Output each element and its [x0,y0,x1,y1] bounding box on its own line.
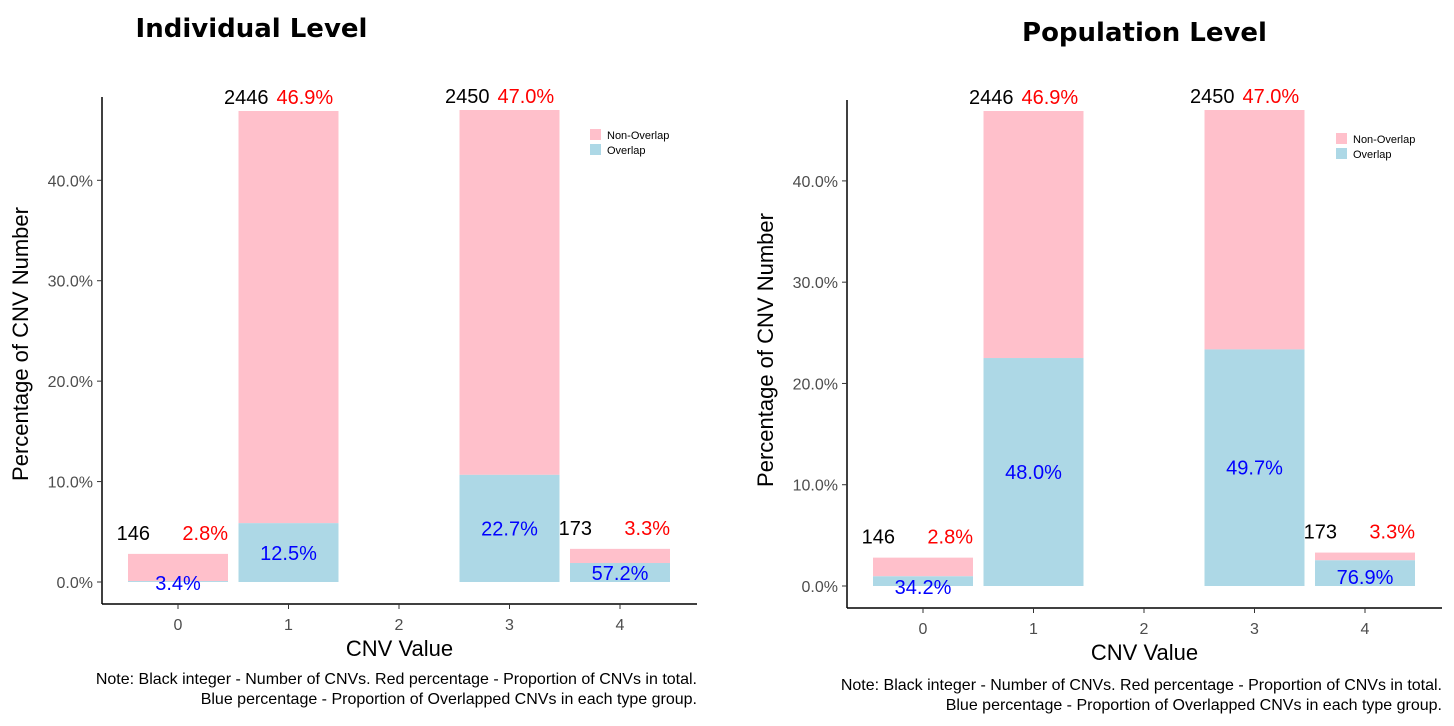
overlap-pct-label: 34.2% [895,577,952,599]
x-tick-label: 4 [616,617,625,634]
bar-overlap [1204,349,1305,586]
overlap-pct-label: 49.7% [1226,458,1283,480]
note-line-1: Note: Black integer - Number of CNVs. Re… [95,671,697,688]
legend-label-non-overlap: Non-Overlap [607,130,669,142]
note-line-1: Note: Black integer - Number of CNVs. Re… [840,677,1442,694]
overlap-pct-label: 57.2% [592,563,649,585]
x-tick-label: 0 [174,617,183,634]
bar-non-overlap [459,110,560,475]
x-tick-label: 2 [395,617,404,634]
bar-non-overlap [983,111,1084,359]
y-tick-label: 40.0% [48,173,93,190]
x-tick-label: 2 [1140,621,1149,638]
chart-title: Individual Level [135,14,368,44]
bar-non-overlap [1315,552,1415,561]
legend-label-non-overlap: Non-Overlap [1353,134,1415,146]
total-pct-label: 2.8% [927,527,973,549]
overlap-pct-label: 76.9% [1337,567,1394,589]
x-tick-label: 3 [1250,621,1259,638]
x-axis-label: CNV Value [346,636,453,661]
note-line-2: Blue percentage - Proportion of Overlapp… [945,697,1442,714]
bar-overlap [570,563,670,582]
legend-swatch-non-overlap [590,129,601,140]
count-label: 173 [559,518,592,540]
x-tick-label: 3 [505,617,514,634]
count-label: 2450 [445,86,490,108]
legend-label-overlap: Overlap [1353,149,1392,161]
x-tick-label: 4 [1361,621,1370,638]
bar-non-overlap [873,557,973,577]
bar-overlap [459,474,560,582]
y-axis-label: Percentage of CNV Number [753,213,778,487]
legend-label-overlap: Overlap [607,145,646,157]
count-label: 2446 [969,87,1014,109]
y-tick-label: 30.0% [793,275,838,292]
bar-overlap [238,523,339,582]
note-line-2: Blue percentage - Proportion of Overlapp… [200,691,697,708]
bar-overlap [873,576,973,586]
count-label: 146 [862,527,895,549]
y-tick-label: 40.0% [793,174,838,191]
total-pct-label: 47.0% [1243,86,1300,108]
total-pct-label: 3.3% [1369,522,1415,544]
y-tick-label: 10.0% [48,475,93,492]
count-label: 146 [117,523,150,545]
x-tick-label: 1 [1029,621,1038,638]
y-tick-label: 0.0% [57,575,93,592]
overlap-pct-label: 48.0% [1005,462,1062,484]
overlap-pct-label: 12.5% [260,543,317,565]
population-level-chart: 0.0% 10.0% 20.0% 30.0% 40.0% 0 1 2 3 4 CNV Value Pe… [753,86,1442,665]
legend-swatch-overlap [1336,148,1347,159]
y-tick-label: 10.0% [793,478,838,495]
bar-overlap [1315,560,1415,586]
overlap-pct-label: 3.4% [155,573,201,595]
chart-title: Population Level [1022,18,1267,48]
count-label: 2450 [1190,86,1235,108]
legend-swatch-non-overlap [1336,133,1347,144]
chart-note: Note: Black integer - Number of CNVs. Re… [96,670,697,710]
y-tick-label: 20.0% [793,376,838,393]
bar-overlap [983,358,1084,586]
population-level-panel: Population Level 0.0% 10.0% 20.0% 30.0% 40.0… [727,0,1454,726]
bar-overlap [128,581,228,582]
y-tick-label: 0.0% [802,579,838,596]
total-pct-label: 3.3% [624,518,670,540]
total-pct-label: 46.9% [1022,87,1079,109]
total-pct-label: 47.0% [498,86,555,108]
bar-non-overlap [128,553,228,582]
x-axis-label: CNV Value [1091,640,1198,665]
count-label: 173 [1304,522,1337,544]
legend-swatch-overlap [590,144,601,155]
total-pct-label: 46.9% [277,87,334,109]
y-tick-label: 30.0% [48,274,93,291]
overlap-pct-label: 22.7% [481,518,538,540]
individual-level-panel: Individual Level 0.0% 10.0% 20.0% 30.0% 40.0… [8,14,697,710]
total-pct-label: 2.8% [182,523,228,545]
count-label: 2446 [224,87,269,109]
y-axis-label: Percentage of CNV Number [8,207,33,481]
x-tick-label: 1 [284,617,293,634]
bar-non-overlap [570,548,670,564]
bar-non-overlap [238,111,339,524]
individual-level-chart: 0.0% 10.0% 20.0% 30.0% 40.0% 0 1 2 3 4 CNV Value Pe… [8,86,697,661]
chart-note: Note: Black integer - Number of CNVs. Re… [841,676,1442,716]
y-tick-label: 20.0% [48,374,93,391]
bar-non-overlap [1204,110,1305,350]
x-tick-label: 0 [919,621,928,638]
